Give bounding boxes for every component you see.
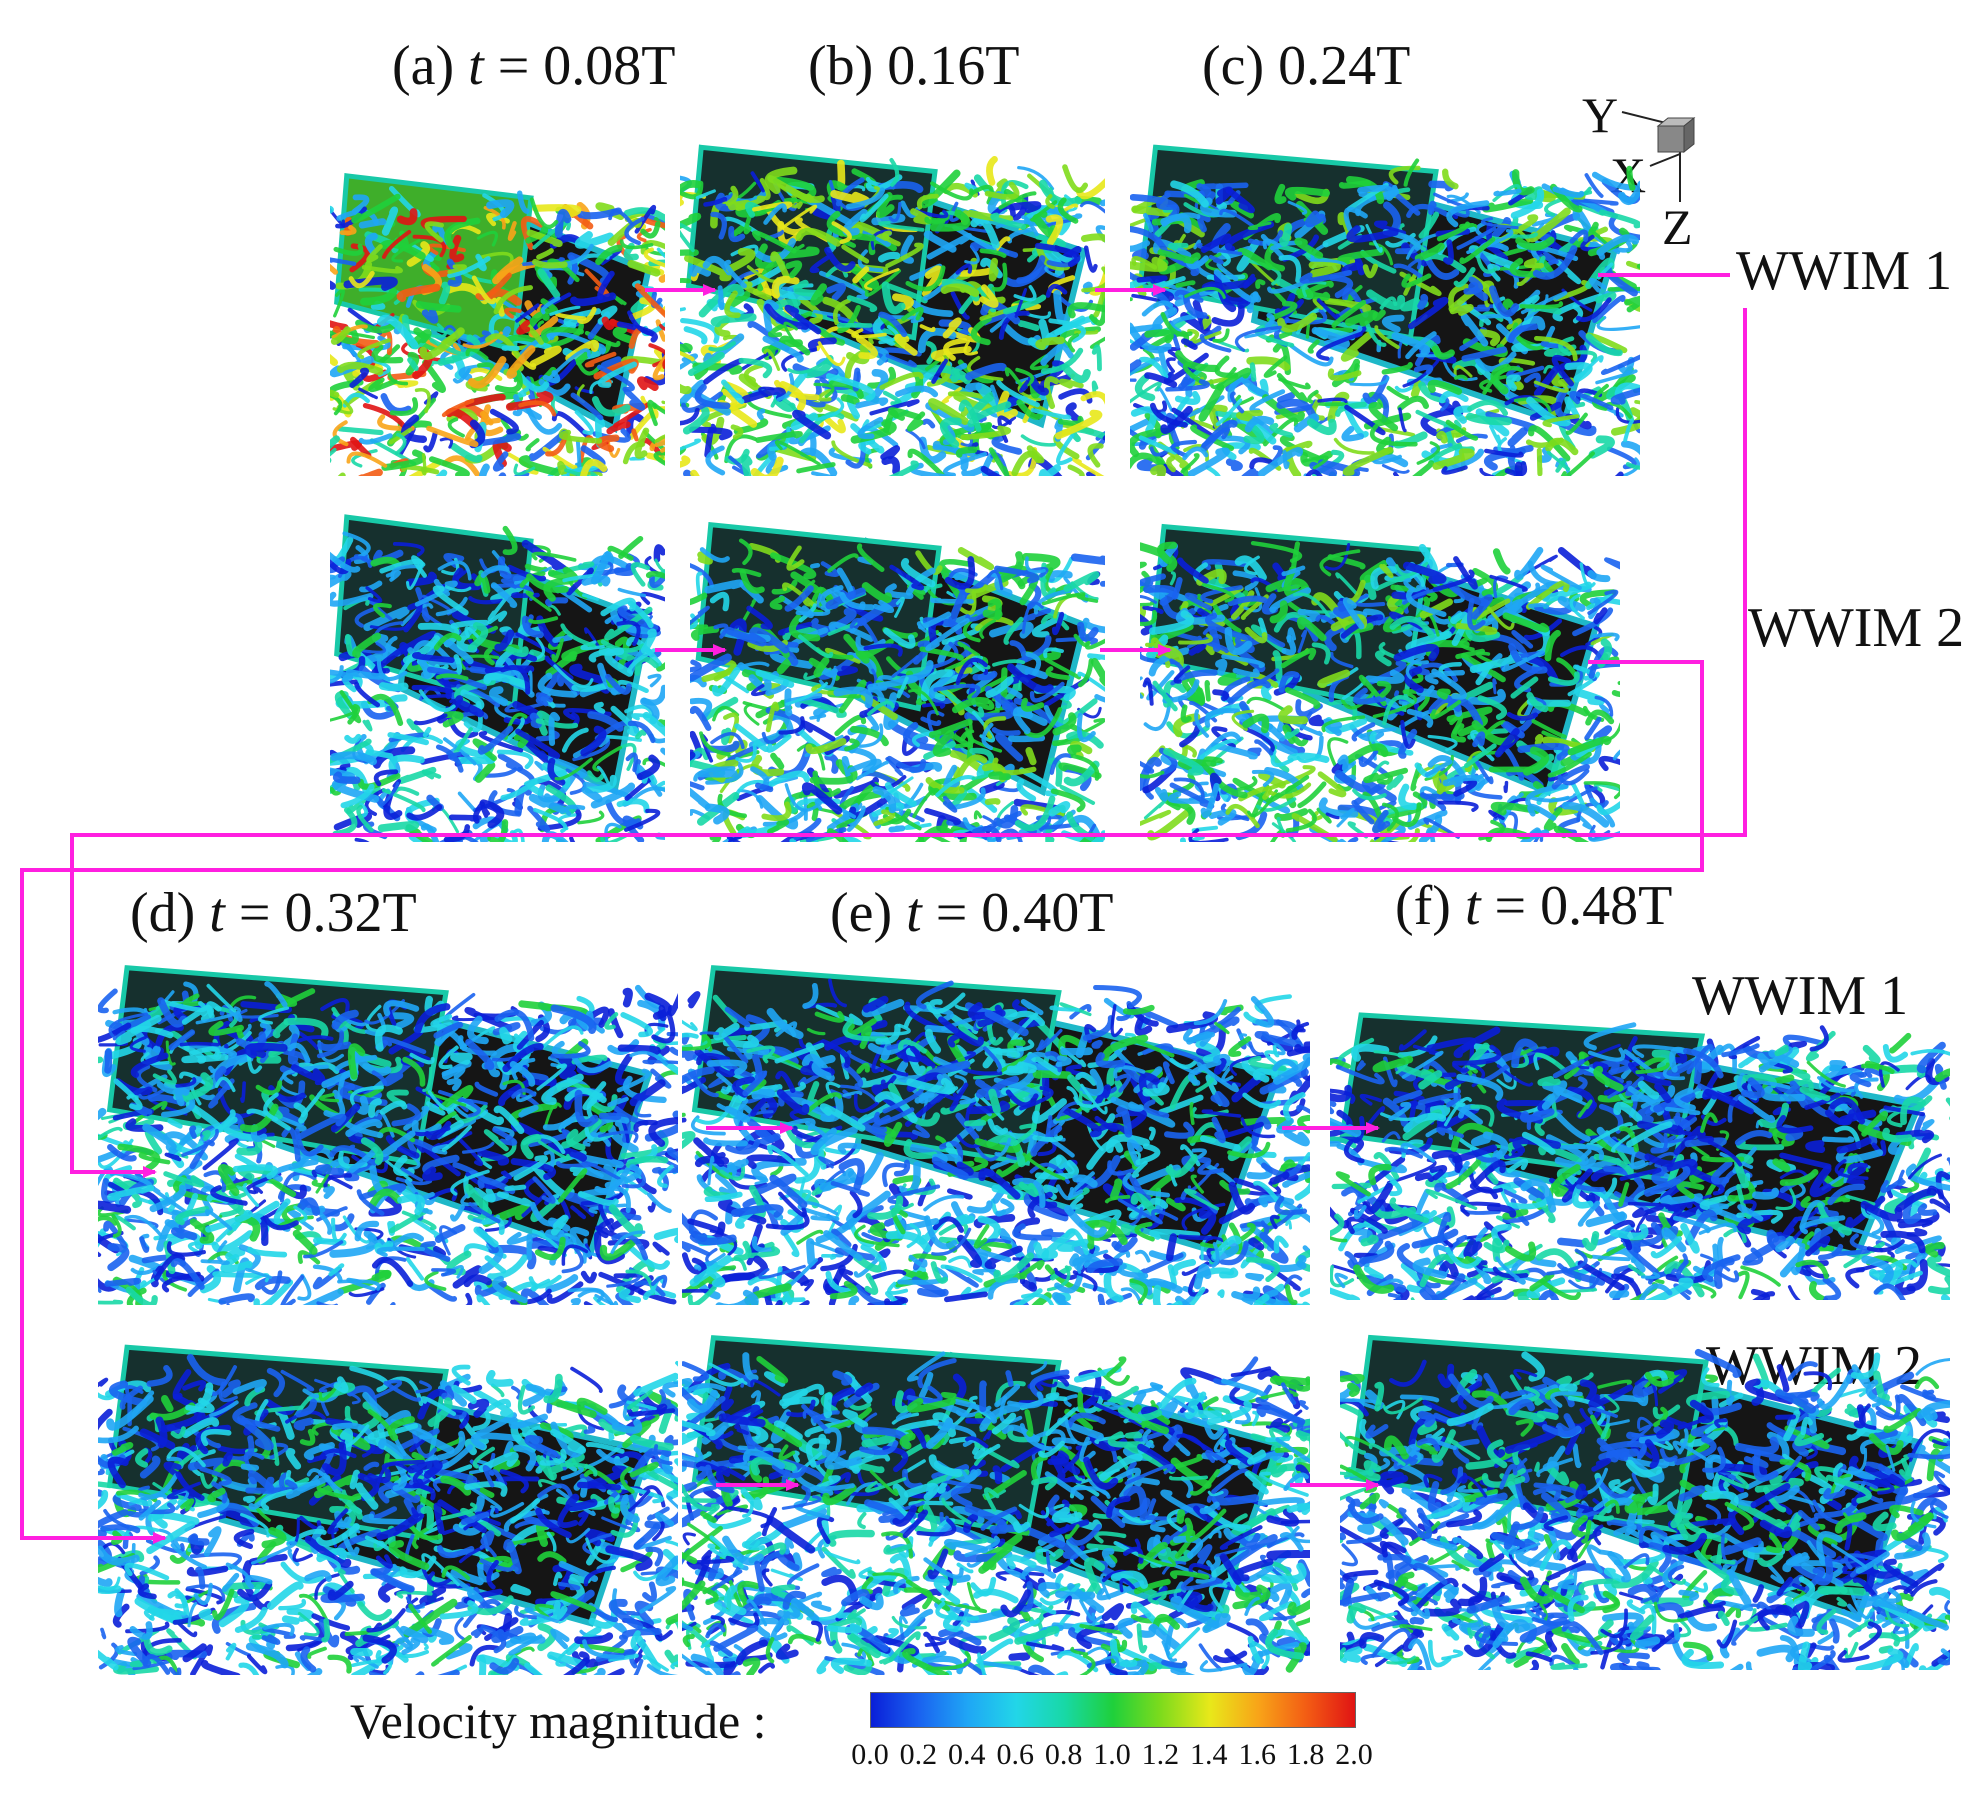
panel-e-wwim1	[682, 950, 1310, 1305]
panel-label-f: (f) t = 0.48T	[1395, 875, 1673, 937]
colorbar-tick: 0.6	[996, 1738, 1034, 1771]
colorbar-tick: 1.4	[1190, 1738, 1228, 1771]
panel-e-wwim2	[682, 1320, 1310, 1675]
panel-f-wwim2	[1340, 1320, 1950, 1670]
panel-c-wwim1	[1130, 130, 1640, 476]
colorbar-tick: 1.0	[1093, 1738, 1131, 1771]
colorbar-tick: 0.8	[1044, 1738, 1083, 1771]
colorbar-ticks: 0.0 0.2 0.4 0.6 0.8 1.0 1.2 1.4 1.6 1.8 2.0	[820, 1738, 1373, 1778]
panel-f-wwim1	[1330, 1000, 1950, 1300]
panel-a-wwim1	[330, 160, 665, 476]
series-label-top-wwim1: WWIM 1	[1736, 240, 1953, 302]
panel-b-wwim2	[690, 508, 1105, 842]
colorbar-tick: 0.0	[851, 1738, 889, 1771]
panel-label-e: (e) t = 0.40T	[830, 882, 1114, 944]
colorbar-tick: 0.4	[948, 1738, 986, 1771]
colorbar-tick: 1.2	[1141, 1738, 1180, 1771]
colorbar-tick: 0.2	[899, 1738, 938, 1771]
colorbar-tick: 1.6	[1238, 1738, 1276, 1771]
panel-c-wwim2	[1140, 510, 1620, 842]
colorbar-tick: 1.8	[1286, 1738, 1325, 1771]
panel-d-wwim2	[98, 1330, 678, 1675]
colorbar	[870, 1692, 1356, 1728]
panel-label-a: (a) t = 0.08T	[392, 35, 676, 97]
axis-y-label: Y	[1582, 87, 1618, 143]
axis-cube-icon	[1657, 125, 1685, 153]
axis-z-label: Z	[1662, 199, 1693, 254]
colorbar-label: Velocity magnitude :	[350, 1693, 767, 1749]
panel-d-wwim1	[98, 950, 678, 1305]
panel-a-wwim2	[330, 500, 665, 842]
colorbar-tick: 2.0	[1335, 1738, 1373, 1771]
panel-b-wwim1	[680, 130, 1105, 476]
panel-label-d: (d) t = 0.32T	[130, 882, 417, 944]
panel-label-c: (c) 0.24T	[1202, 35, 1411, 97]
panel-label-b: (b) 0.16T	[808, 35, 1020, 97]
series-label-top-wwim2: WWIM 2	[1748, 597, 1965, 659]
